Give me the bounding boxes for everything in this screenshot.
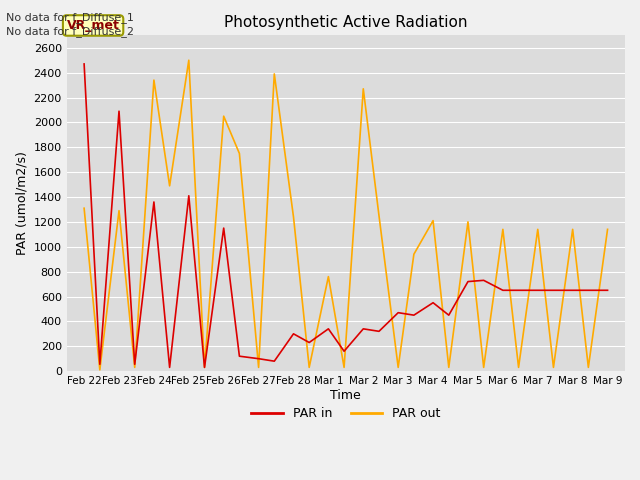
Legend: PAR in, PAR out: PAR in, PAR out (246, 402, 445, 425)
Y-axis label: PAR (umol/m2/s): PAR (umol/m2/s) (15, 151, 28, 255)
X-axis label: Time: Time (330, 389, 361, 402)
Text: VR_met: VR_met (67, 19, 120, 32)
Text: No data for f_Diffuse_1: No data for f_Diffuse_1 (6, 12, 134, 23)
Title: Photosynthetic Active Radiation: Photosynthetic Active Radiation (224, 15, 468, 30)
Text: No data for f_Diffuse_2: No data for f_Diffuse_2 (6, 26, 134, 37)
